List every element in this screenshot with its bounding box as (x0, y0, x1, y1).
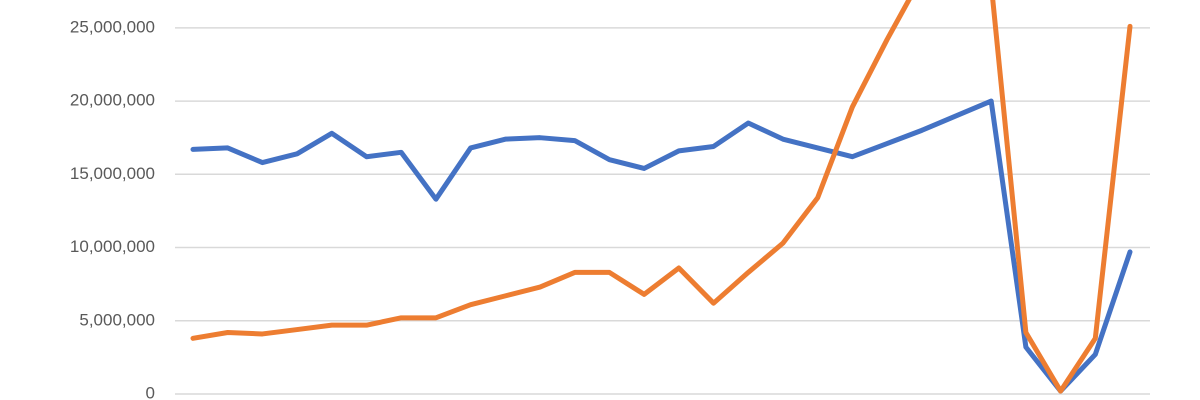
y-tick-label: 0 (146, 383, 155, 400)
data-line (190, 98, 1133, 394)
data-line (190, 0, 1133, 394)
y-tick-label: 25,000,000 (70, 17, 155, 36)
y-tick-label: 10,000,000 (70, 237, 155, 256)
y-tick-label: 20,000,000 (70, 91, 155, 110)
y-tick-label: 5,000,000 (79, 310, 155, 329)
y-tick-label: 15,000,000 (70, 164, 155, 183)
